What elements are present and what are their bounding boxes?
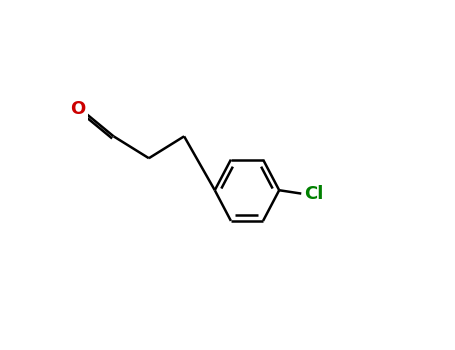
Text: Cl: Cl [304,184,323,203]
Text: O: O [71,100,86,118]
